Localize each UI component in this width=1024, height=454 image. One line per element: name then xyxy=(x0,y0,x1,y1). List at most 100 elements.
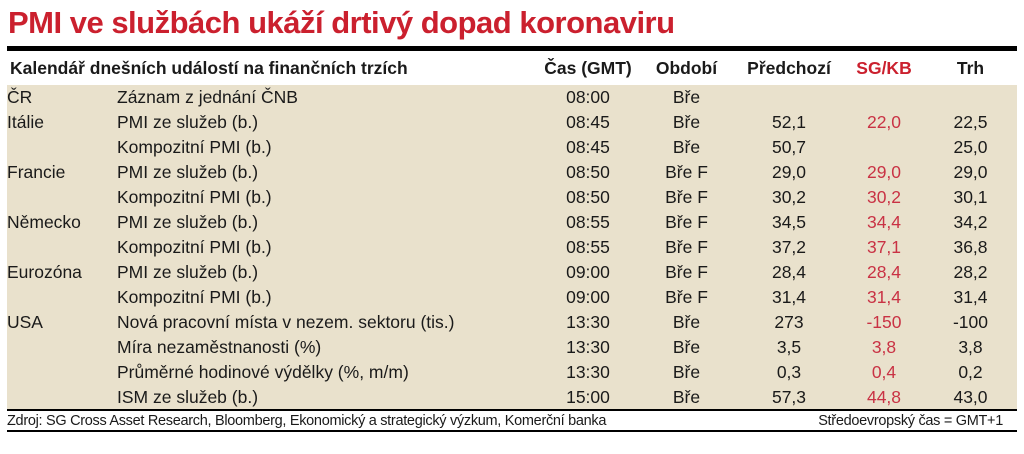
time-cell: 15:00 xyxy=(566,386,610,407)
sgkb-cell: 31,4 xyxy=(866,287,902,307)
previous-cell: 52,1 xyxy=(771,112,807,132)
previous-cell: 28,4 xyxy=(771,262,807,282)
previous-cell: 30,2 xyxy=(771,187,807,207)
events-table: Kalendář dnešních událostí na finančních… xyxy=(7,51,1017,411)
period-cell: Bře F xyxy=(665,187,708,207)
trh-cell: 28,2 xyxy=(953,262,988,282)
table-header-row: Kalendář dnešních událostí na finančních… xyxy=(7,51,1017,85)
event-cell: PMI ze služeb (b.) xyxy=(117,162,259,182)
period-cell: Bře F xyxy=(665,262,708,282)
period-cell: Bře xyxy=(672,312,701,332)
country-cell xyxy=(7,185,117,210)
period-cell: Bře xyxy=(672,362,701,382)
time-cell: 08:45 xyxy=(566,137,610,157)
country-cell: USA xyxy=(7,312,43,332)
table-row: Kompozitní PMI (b.) 09:00 Bře F 31,4 31,… xyxy=(7,285,1017,310)
previous-cell xyxy=(734,85,844,110)
event-cell: Kompozitní PMI (b.) xyxy=(117,287,272,307)
trh-cell: 22,5 xyxy=(953,112,988,132)
time-cell: 13:30 xyxy=(566,362,610,382)
time-cell: 09:00 xyxy=(566,287,610,307)
source-note: Zdroj: SG Cross Asset Research, Bloomber… xyxy=(7,412,607,429)
previous-cell: 3,5 xyxy=(776,337,802,357)
time-cell: 08:00 xyxy=(566,87,610,107)
event-cell: Kompozitní PMI (b.) xyxy=(117,237,272,257)
report-page: PMI ve službách ukáží drtivý dopad koron… xyxy=(0,5,1024,432)
trh-cell: 29,0 xyxy=(953,162,988,182)
country-cell xyxy=(7,385,117,410)
trh-cell xyxy=(924,85,1017,110)
country-cell xyxy=(7,335,117,360)
time-cell: 08:50 xyxy=(566,162,610,182)
table-row: ISM ze služeb (b.) 15:00 Bře 57,3 44,8 4… xyxy=(7,385,1017,410)
time-cell: 08:45 xyxy=(566,112,610,132)
event-cell: Kompozitní PMI (b.) xyxy=(117,187,272,207)
period-cell: Bře F xyxy=(665,237,708,257)
previous-cell: 31,4 xyxy=(771,287,807,307)
event-cell: PMI ze služeb (b.) xyxy=(117,262,259,282)
country-cell xyxy=(7,360,117,385)
period-cell: Bře xyxy=(672,386,701,407)
trh-cell: 34,2 xyxy=(953,212,988,232)
header-time: Čas (GMT) xyxy=(537,51,639,85)
time-cell: 08:50 xyxy=(566,187,610,207)
footer: Zdroj: SG Cross Asset Research, Bloomber… xyxy=(7,411,1017,432)
trh-cell: 25,0 xyxy=(953,137,988,157)
sgkb-cell: 44,8 xyxy=(866,386,902,407)
sgkb-cell: 3,8 xyxy=(871,337,897,357)
period-cell: Bře xyxy=(672,137,701,157)
timezone-note: Středoevropský čas = GMT+1 xyxy=(818,412,1003,429)
trh-cell: -100 xyxy=(952,312,989,332)
table-row: Kompozitní PMI (b.) 08:50 Bře F 30,2 30,… xyxy=(7,185,1017,210)
trh-cell: 36,8 xyxy=(953,237,988,257)
sgkb-cell: 28,4 xyxy=(866,262,902,282)
sgkb-cell: 22,0 xyxy=(866,112,902,132)
previous-cell: 0,3 xyxy=(776,362,802,382)
sgkb-cell: 0,4 xyxy=(871,362,897,382)
header-previous: Předchozí xyxy=(734,51,844,85)
table-row: USA Nová pracovní místa v nezem. sektoru… xyxy=(7,310,1017,335)
event-cell: Nová pracovní místa v nezem. sektoru (ti… xyxy=(117,312,455,332)
country-cell xyxy=(7,285,117,310)
header-trh: Trh xyxy=(924,51,1017,85)
event-cell: ISM ze služeb (b.) xyxy=(117,386,259,407)
table-row: Míra nezaměstnanosti (%) 13:30 Bře 3,5 3… xyxy=(7,335,1017,360)
country-cell: ČR xyxy=(7,87,33,107)
time-cell: 13:30 xyxy=(566,337,610,357)
period-cell: Bře xyxy=(672,112,701,132)
trh-cell: 3,8 xyxy=(958,337,983,357)
event-cell: PMI ze služeb (b.) xyxy=(117,212,259,232)
event-cell: PMI ze služeb (b.) xyxy=(117,112,259,132)
event-cell: Průměrné hodinové výdělky (%, m/m) xyxy=(117,362,409,382)
sgkb-cell: -150 xyxy=(866,312,902,332)
trh-cell: 30,1 xyxy=(953,187,988,207)
trh-cell: 43,0 xyxy=(953,386,988,407)
country-cell: Francie xyxy=(7,162,66,182)
period-cell: Bře F xyxy=(665,287,708,307)
period-cell: Bře F xyxy=(665,162,708,182)
sgkb-cell xyxy=(844,135,924,160)
period-cell: Bře xyxy=(672,87,701,107)
sgkb-cell: 34,4 xyxy=(866,212,902,232)
period-cell: Bře xyxy=(672,337,701,357)
sgkb-cell xyxy=(844,85,924,110)
event-cell: Míra nezaměstnanosti (%) xyxy=(117,337,322,357)
previous-cell: 29,0 xyxy=(771,162,807,182)
event-cell: Kompozitní PMI (b.) xyxy=(117,137,272,157)
table-row: Průměrné hodinové výdělky (%, m/m) 13:30… xyxy=(7,360,1017,385)
time-cell: 08:55 xyxy=(566,212,610,232)
country-cell: Itálie xyxy=(7,112,44,132)
table-row: Itálie PMI ze služeb (b.) 08:45 Bře 52,1… xyxy=(7,110,1017,135)
table-row: ČR Záznam z jednání ČNB 08:00 Bře xyxy=(7,85,1017,110)
event-cell: Záznam z jednání ČNB xyxy=(117,87,298,107)
header-sgkb: SG/KB xyxy=(844,51,924,85)
time-cell: 09:00 xyxy=(566,262,610,282)
previous-cell: 34,5 xyxy=(771,212,807,232)
country-cell xyxy=(7,235,117,260)
header-period: Období xyxy=(639,51,734,85)
country-cell: Německo xyxy=(7,212,81,232)
table-row: Eurozóna PMI ze služeb (b.) 09:00 Bře F … xyxy=(7,260,1017,285)
trh-cell: 31,4 xyxy=(953,287,988,307)
country-cell: Eurozóna xyxy=(7,262,82,282)
title-rule xyxy=(7,46,1017,51)
